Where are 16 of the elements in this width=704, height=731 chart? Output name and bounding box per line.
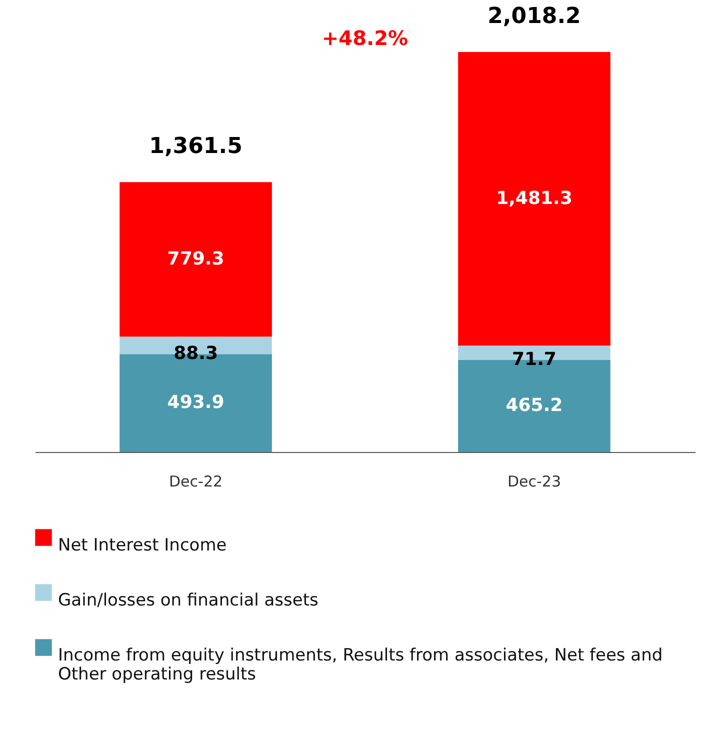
data-label: 71.7 [512, 348, 556, 370]
data-label: 465.2 [506, 394, 563, 416]
x-tick-label: Dec-22 [169, 472, 223, 490]
legend-label: Net Interest Income [58, 536, 227, 556]
data-label: 88.3 [174, 343, 218, 364]
text: +48.2% [322, 26, 408, 50]
legend-label: Income from equity instruments, Results from associates, Net fees and Other operating results [58, 646, 663, 684]
x-tick-label: Dec-23 [507, 472, 561, 490]
total-label: 1,361.5 [149, 134, 242, 160]
legend-label: Gain/losses on financial assets [58, 590, 318, 610]
total-label: 2,018.2 [488, 4, 581, 29]
data-label: 1,481.3 [496, 188, 572, 209]
data-label: 779.3 [167, 248, 224, 270]
bar [120, 182, 272, 337]
bar [458, 52, 610, 346]
data-label: 493.9 [167, 392, 224, 414]
